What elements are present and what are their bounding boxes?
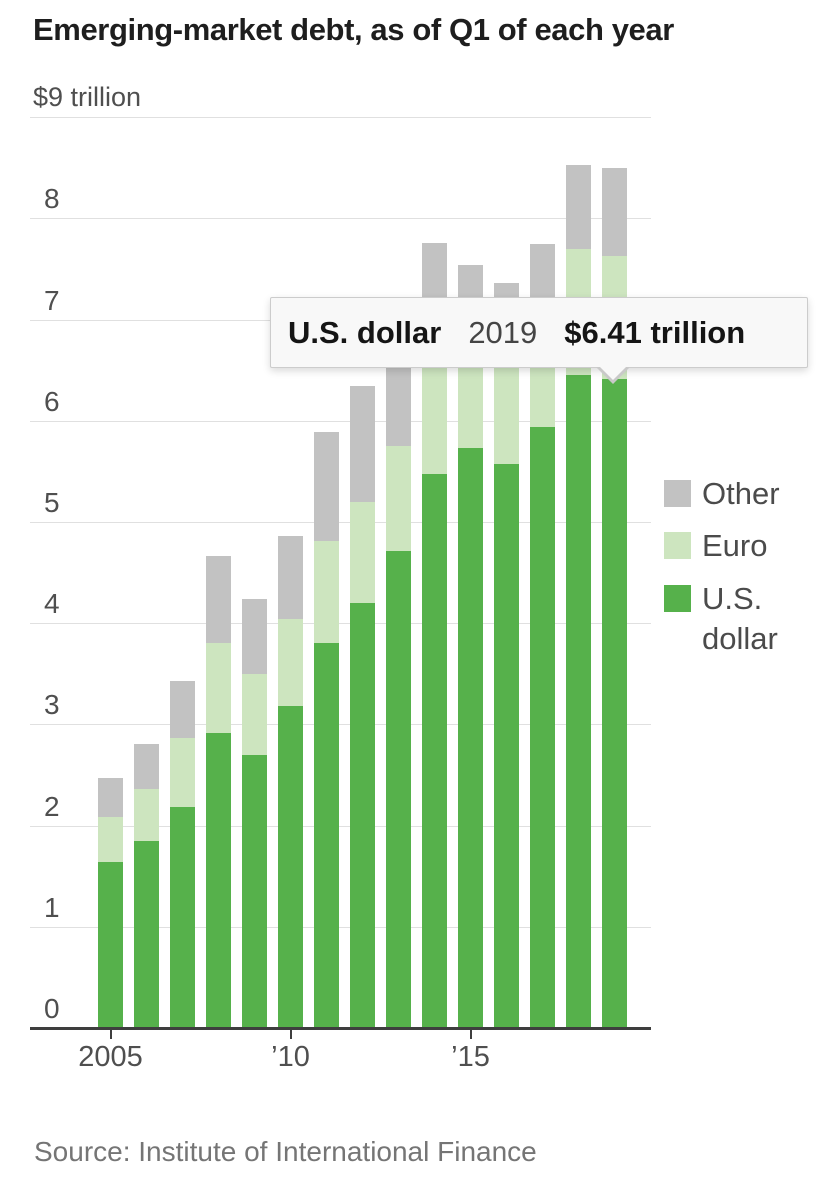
bar-2012-segment-u-s-dollar bbox=[350, 602, 375, 1028]
x-tick-label-2015: ’15 bbox=[451, 1041, 490, 1073]
bar-2013-segment-u-s-dollar bbox=[386, 551, 411, 1028]
gridline-1 bbox=[30, 926, 651, 928]
bar-2008-segment-u-s-dollar bbox=[206, 733, 231, 1028]
bar-2008[interactable] bbox=[206, 556, 231, 1028]
bar-2007-segment-euro bbox=[170, 738, 195, 808]
legend-swatch-other bbox=[664, 480, 691, 507]
gridline-8 bbox=[30, 218, 651, 220]
y-tick-label-2: 2 bbox=[44, 790, 60, 822]
bar-2005[interactable] bbox=[98, 778, 123, 1028]
bar-2012[interactable] bbox=[350, 386, 375, 1028]
bar-2013-segment-euro bbox=[386, 445, 411, 552]
bar-2018-segment-other bbox=[566, 164, 591, 249]
bar-2018-segment-u-s-dollar bbox=[566, 375, 591, 1028]
gridline-2 bbox=[30, 825, 651, 827]
x-tick-label-2005: 2005 bbox=[78, 1041, 143, 1073]
gridline-3 bbox=[30, 724, 651, 726]
legend-swatch-u-s-dollar bbox=[664, 584, 691, 612]
bar-2010[interactable] bbox=[278, 536, 303, 1028]
bar-2006-segment-u-s-dollar bbox=[134, 840, 159, 1028]
bar-2008-segment-other bbox=[206, 556, 231, 644]
bar-2016[interactable] bbox=[494, 283, 519, 1028]
bar-2019-segment-u-s-dollar bbox=[602, 379, 627, 1028]
legend-swatch-euro bbox=[664, 532, 691, 560]
bar-2009[interactable] bbox=[242, 598, 267, 1028]
bar-2017-segment-u-s-dollar bbox=[530, 426, 555, 1028]
bar-2013[interactable] bbox=[386, 314, 411, 1028]
gridline-5 bbox=[30, 521, 651, 523]
tooltip: U.S. dollar 2019 $6.41 trillion bbox=[270, 297, 808, 384]
bar-2005-segment-euro bbox=[98, 816, 123, 862]
y-tick-label-5: 5 bbox=[44, 486, 60, 518]
legend-label: Euro bbox=[702, 528, 768, 564]
y-tick-label-7: 7 bbox=[44, 284, 60, 316]
chart-title: Emerging-market debt, as of Q1 of each y… bbox=[33, 12, 674, 47]
bar-2018[interactable] bbox=[566, 164, 591, 1028]
bar-2005-segment-other bbox=[98, 778, 123, 817]
bar-2011-segment-other bbox=[314, 431, 339, 542]
bar-2008-segment-euro bbox=[206, 643, 231, 734]
bar-2011-segment-euro bbox=[314, 541, 339, 644]
legend-label: Other bbox=[702, 476, 780, 511]
y-axis-top-label: $9 trillion bbox=[33, 82, 142, 112]
bar-2006-segment-other bbox=[134, 743, 159, 790]
bar-2007-segment-other bbox=[170, 680, 195, 739]
legend-item-euro: Euro bbox=[664, 526, 830, 566]
y-tick-label-3: 3 bbox=[44, 689, 60, 721]
gridline-9 bbox=[30, 117, 651, 118]
bar-2012-segment-euro bbox=[350, 501, 375, 603]
x-tick-2010 bbox=[289, 1030, 292, 1039]
bar-2006-segment-euro bbox=[134, 789, 159, 841]
x-tick-2005 bbox=[109, 1030, 112, 1039]
bar-2010-segment-u-s-dollar bbox=[278, 706, 303, 1028]
bar-2009-segment-euro bbox=[242, 673, 267, 755]
bar-2010-segment-euro bbox=[278, 619, 303, 707]
y-tick-label-6: 6 bbox=[44, 385, 60, 417]
bar-2009-segment-u-s-dollar bbox=[242, 754, 267, 1028]
bar-2016-segment-u-s-dollar bbox=[494, 464, 519, 1028]
bar-2015-segment-u-s-dollar bbox=[458, 447, 483, 1028]
y-tick-label-8: 8 bbox=[44, 183, 60, 215]
x-axis-line bbox=[30, 1027, 651, 1030]
source-note: Source: Institute of International Finan… bbox=[34, 1136, 537, 1167]
gridline-6 bbox=[30, 420, 651, 422]
legend-item-other: Other bbox=[664, 474, 830, 514]
x-tick-2015 bbox=[469, 1030, 472, 1039]
bar-2019-segment-other bbox=[602, 167, 627, 256]
bar-2012-segment-other bbox=[350, 386, 375, 502]
x-tick-label-2010: ’10 bbox=[271, 1041, 310, 1073]
gridline-4 bbox=[30, 623, 651, 625]
legend: Other Euro U.S. dollar bbox=[664, 474, 830, 671]
y-tick-label-4: 4 bbox=[44, 588, 60, 620]
bar-2011[interactable] bbox=[314, 431, 339, 1028]
bar-2007[interactable] bbox=[170, 680, 195, 1028]
tooltip-value-label: $6.41 trillion bbox=[564, 314, 746, 350]
bar-2014-segment-u-s-dollar bbox=[422, 474, 447, 1028]
bar-2014[interactable] bbox=[422, 242, 447, 1029]
bar-2011-segment-u-s-dollar bbox=[314, 643, 339, 1028]
bar-2015[interactable] bbox=[458, 264, 483, 1028]
bar-2014-segment-euro bbox=[422, 349, 447, 475]
tooltip-year-label: 2019 bbox=[468, 314, 538, 350]
legend-label: U.S. dollar bbox=[702, 580, 778, 656]
bar-2007-segment-u-s-dollar bbox=[170, 807, 195, 1028]
legend-item-u-s-dollar: U.S. dollar bbox=[664, 579, 830, 660]
y-tick-label-0: 0 bbox=[44, 993, 60, 1024]
bar-2009-segment-other bbox=[242, 598, 267, 674]
bar-2005-segment-u-s-dollar bbox=[98, 862, 123, 1028]
tooltip-series-label: U.S. dollar bbox=[288, 314, 442, 350]
bar-2006[interactable] bbox=[134, 743, 159, 1028]
bar-2010-segment-other bbox=[278, 536, 303, 620]
y-tick-label-1: 1 bbox=[44, 891, 60, 923]
